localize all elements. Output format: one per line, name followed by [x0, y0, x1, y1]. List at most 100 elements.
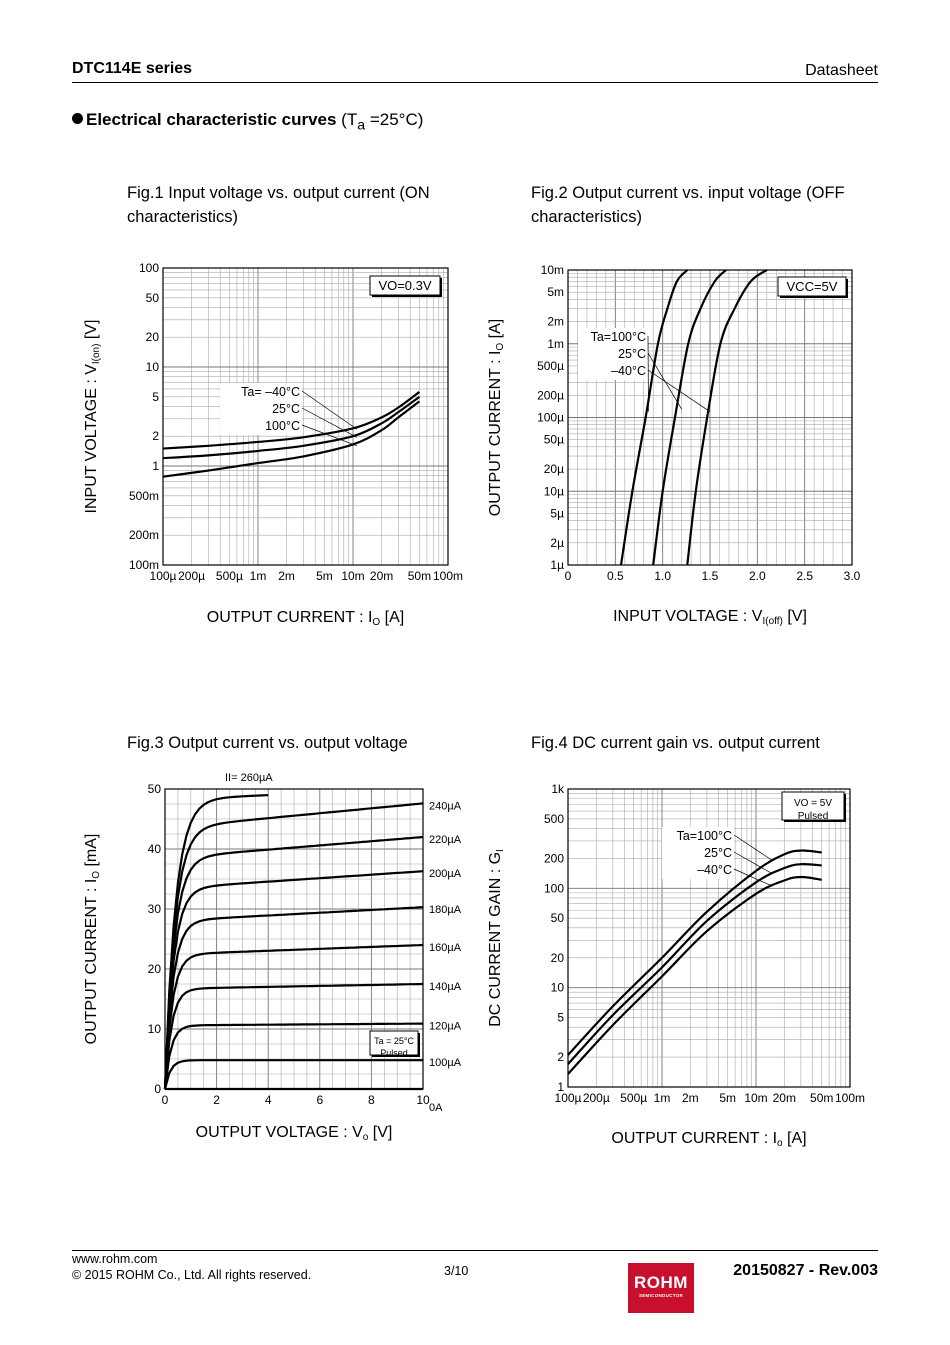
fig4-x-axis-label: OUTPUT CURRENT : Io [A]	[611, 1130, 806, 1149]
fig3-curve-label: 140µA	[429, 981, 462, 993]
fig1-x-tick-label: 100m	[433, 569, 463, 583]
fig1-y-tick-label: 10	[146, 360, 160, 374]
fig2-y-axis-label-sub: O	[495, 343, 506, 351]
fig1-x-axis-label: OUTPUT CURRENT : IO [A]	[207, 609, 404, 628]
fig2-curve-1	[652, 269, 727, 566]
fig4-x-tick-label: 5m	[719, 1091, 736, 1105]
fig2-condition-box	[777, 276, 847, 297]
fig4-y-tick-label: 10	[551, 981, 565, 995]
fig1-y-tick-label: 2	[152, 429, 159, 443]
fig2-legend-entry: –40°C	[611, 364, 646, 378]
fig4-curve-0	[567, 849, 822, 1056]
fig3-x-tick-label: 0	[162, 1093, 169, 1107]
header-divider	[72, 82, 878, 83]
fig4-condition-box-text: Pulsed	[798, 811, 829, 822]
fig3-curve-label: 220µA	[429, 834, 462, 846]
fig4-x-axis-label-sub: o	[777, 1138, 783, 1149]
fig2-y-tick-label: 500µ	[537, 359, 564, 373]
fig2-legend-entry: 25°C	[618, 347, 646, 361]
fig1-chart: 100µ 200µ 500µ 1m 2m 5m 10m 20m 50m 100m100m200m5…	[83, 261, 463, 628]
fig2-y-tick-label: 100µ	[537, 411, 564, 425]
fig2-chart: 0 0.5 1.0 1.5 2.0 2.5 3.0 1µ 2µ 5µ 10µ 20µ 50µ 100µ 20…	[487, 263, 861, 627]
fig2-y-tick-label: 2m	[547, 315, 564, 329]
logo-subtext: SEMICONDUCTOR	[638, 1293, 684, 1298]
fig3-curve-label: 180µA	[429, 904, 462, 916]
fig3-caption: Fig.3 Output current vs. output voltage	[127, 734, 408, 752]
fig1-legend-entry: 100°C	[265, 419, 300, 433]
fig3-y-axis-label-sub-rest: [mA]	[83, 834, 100, 871]
fig4-y-tick-label: 50	[551, 911, 565, 925]
fig3-curve-9	[163, 794, 269, 1090]
fig3-x-axis-label-sub-rest: [V]	[368, 1124, 392, 1141]
fig3-y-tick-label: 40	[148, 842, 162, 856]
fig3-y-tick-label: 10	[148, 1022, 162, 1036]
fig2-x-axis-label-sub-rest: [V]	[783, 608, 807, 625]
fig4-y-tick-label: 500	[544, 812, 564, 826]
rohm-logo: ROHM SEMICONDUCTOR	[628, 1263, 694, 1313]
fig3-curve-1	[163, 1059, 423, 1090]
fig1-y-tick-label: 1	[152, 459, 159, 473]
fig1-legend-leader	[301, 424, 358, 447]
fig2-y-tick-label: 5m	[547, 285, 564, 299]
footer-divider	[72, 1250, 878, 1251]
fig3-curve-7	[163, 835, 424, 1090]
fig3-curve-label: 0A	[429, 1102, 443, 1114]
fig2-x-tick-label: 2.5	[796, 569, 813, 583]
fig3-x-axis-label-sub: o	[363, 1132, 369, 1143]
fig1-y-tick-label: 100m	[129, 558, 159, 572]
fig4-x-tick-label: 2m	[682, 1091, 699, 1105]
fig4-y-axis-label-sub: I	[495, 849, 506, 852]
fig4-y-tick-label: 1k	[551, 782, 565, 796]
fig3-y-tick-label: 0	[154, 1082, 161, 1096]
fig2-y-tick-label: 50µ	[544, 433, 564, 447]
fig4-plot-frame	[567, 788, 851, 1088]
fig1-grid	[162, 267, 449, 566]
fig4-y-tick-label: 2	[557, 1050, 564, 1064]
fig1-y-tick-label: 100	[139, 261, 159, 275]
fig3-top-label: II= 260µA	[225, 772, 273, 784]
fig3-curve-3	[163, 982, 424, 1090]
fig2-y-axis-label-sub-rest: [A]	[487, 319, 504, 343]
fig4-y-tick-label: 100	[544, 881, 564, 895]
fig2-y-tick-label: 1m	[547, 337, 564, 351]
fig2-x-tick-label: 0	[565, 569, 572, 583]
fig4-y-tick-label: 20	[551, 951, 565, 965]
fig3-x-tick-label: 10	[416, 1093, 430, 1107]
fig3-y-axis-label: OUTPUT CURRENT : IO [mA]	[83, 834, 102, 1045]
section-condition-sub: a	[357, 117, 366, 134]
fig3-curve-label: 100µA	[429, 1057, 462, 1069]
fig1-plot-frame	[162, 267, 449, 566]
fig2-x-tick-label: 1.5	[702, 569, 719, 583]
fig1-y-axis-label-sub: I(on)	[91, 344, 102, 365]
page-number: 3/10	[444, 1264, 469, 1278]
fig4-caption: Fig.4 DC current gain vs. output current	[531, 734, 820, 752]
fig4-x-tick-label: 200µ	[583, 1091, 610, 1105]
fig2-x-tick-label: 3.0	[844, 569, 861, 583]
logo-text: ROHM	[634, 1273, 688, 1292]
fig4-y-tick-label: 5	[557, 1011, 564, 1025]
fig4-legend-leader	[733, 868, 773, 887]
fig1-condition-box	[369, 275, 441, 296]
fig4-legend-entry: –40°C	[697, 863, 732, 877]
footer-url[interactable]: www.rohm.com	[72, 1252, 158, 1266]
fig2-x-axis-label: INPUT VOLTAGE : VI(off) [V]	[613, 608, 807, 627]
fig1-y-tick-label: 20	[146, 330, 160, 344]
fig1-caption: Fig.1 Input voltage vs. output current (…	[127, 184, 430, 226]
fig3-curve-4	[163, 943, 424, 1090]
fig1-x-tick-label: 1m	[250, 569, 267, 583]
fig4-x-tick-label: 50m	[810, 1091, 833, 1105]
fig1-x-axis-label-sub-rest: [A]	[380, 609, 404, 626]
fig3-y-axis-label-sub: O	[91, 871, 102, 879]
fig1-y-axis-label: INPUT VOLTAGE : VI(on) [V]	[83, 320, 102, 514]
fig3-condition-box	[369, 1030, 419, 1056]
fig3-x-tick-label: 8	[368, 1093, 375, 1107]
section-condition-prefix: (T	[341, 110, 358, 129]
fig1-x-tick-label: 500µ	[216, 569, 243, 583]
fig2-y-tick-label: 1µ	[550, 558, 564, 572]
fig1-curve-0	[162, 391, 421, 450]
fig1-y-axis-label-sub-rest: [V]	[83, 320, 100, 344]
fig4-curve-1	[567, 863, 822, 1065]
fig3-x-tick-label: 2	[213, 1093, 220, 1107]
fig3-curve-8	[163, 802, 424, 1090]
fig4-legend-bg	[662, 827, 734, 879]
